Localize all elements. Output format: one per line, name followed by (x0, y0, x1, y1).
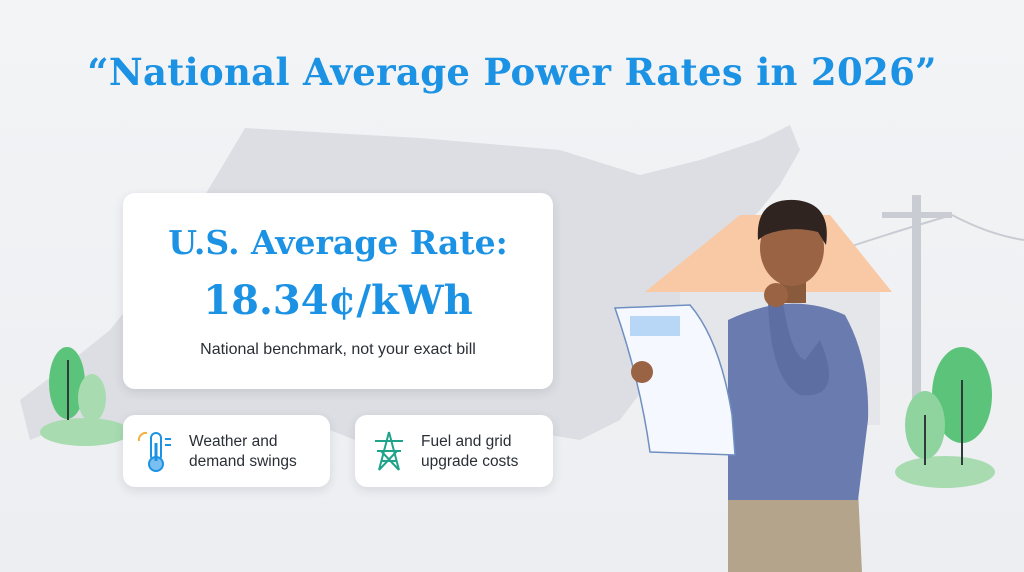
pole (912, 195, 921, 415)
person-hand (631, 361, 653, 383)
person-arm (768, 295, 829, 396)
rate-card: U.S. Average Rate: 18.34¢/kWh National b… (123, 193, 553, 389)
bush (40, 418, 130, 446)
factor-label: Weather and demand swings (189, 433, 297, 470)
person-legs (728, 490, 862, 572)
document (613, 304, 736, 456)
wires (839, 214, 1024, 251)
pylon-icon (375, 431, 403, 471)
pole-arm (882, 212, 952, 218)
rate-headline: U.S. Average Rate: (168, 223, 508, 262)
tree (78, 374, 106, 422)
person-hair (757, 199, 827, 245)
factor-card: Fuel and grid upgrade costs (355, 415, 553, 487)
factor-card: Weather and demand swings (123, 415, 330, 487)
rate-note: National benchmark, not your exact bill (200, 341, 476, 358)
factor-label: Fuel and grid upgrade costs (421, 433, 519, 470)
document-header (630, 316, 680, 336)
person-hand (764, 283, 788, 307)
rate-value: 18.34¢/kWh (203, 277, 473, 324)
thermometer-icon (137, 431, 171, 472)
person-torso (728, 303, 869, 500)
title: “National Average Power Rates in 2026” (87, 50, 937, 94)
bush (895, 456, 995, 488)
